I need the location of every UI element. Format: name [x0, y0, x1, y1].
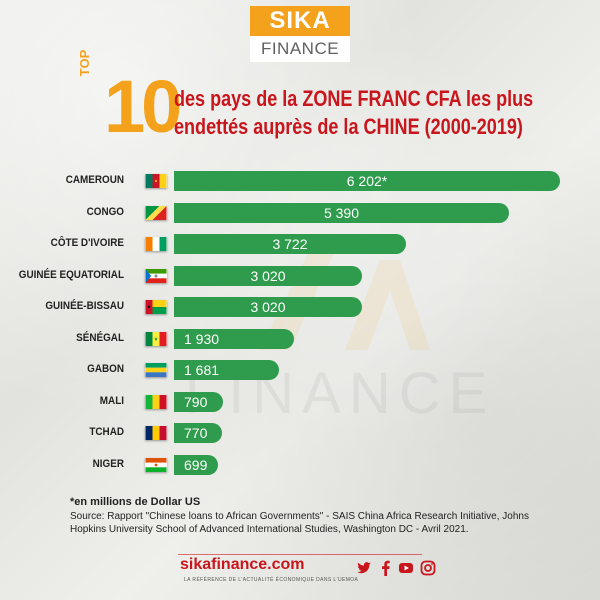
title-badge-number: 10 [104, 65, 182, 148]
category-label: CÔTE D'IVOIRE [50, 237, 124, 249]
chad-flag [145, 426, 167, 440]
title-line2: endettés auprès de la CHINE (2000-2019) [174, 114, 523, 139]
category-label: SÉNÉGAL [76, 331, 124, 344]
bar-value-label: 3 020 [250, 299, 286, 315]
senegal-flag [145, 331, 167, 346]
category-label: GABON [87, 363, 124, 375]
congo-flag [145, 205, 167, 220]
bar [174, 328, 294, 349]
equatorial-guinea-flag [145, 268, 167, 283]
bar [174, 360, 279, 380]
bar [174, 234, 406, 254]
bar-value-label: 1 681 [184, 362, 220, 378]
bar-value-label: 3 020 [250, 267, 286, 284]
bar-value-label: 699 [184, 456, 208, 473]
guinea-bissau-flag [145, 300, 167, 314]
bar [174, 454, 218, 475]
category-label: MALI [99, 394, 124, 407]
bar-value-label: 770 [184, 425, 208, 441]
bar [174, 171, 560, 191]
sika-finance-logo: SIKA FINANCE [250, 6, 350, 64]
title-line1: des pays de la ZONE FRANC CFA les plus [174, 86, 534, 111]
gabon-flag [145, 363, 167, 377]
category-label: GUINÉE-BISSAU [45, 300, 124, 312]
cote-divoire-flag [145, 237, 167, 251]
units-footnote: *en millions de Dollar US [70, 496, 201, 508]
twitter-icon[interactable] [356, 560, 372, 576]
footer-tagline: LA RÉFÉRENCE DE L'ACTUALITÉ ÉCONOMIQUE D… [184, 577, 359, 583]
cameroon-flag [145, 174, 167, 188]
bar-value-label: 5 390 [323, 204, 360, 221]
category-label: GUINÉE EQUATORIAL [18, 268, 124, 281]
mali-flag [145, 394, 167, 409]
source-note: Source: Rapport "Chinese loans to Africa… [70, 511, 529, 535]
bar [174, 265, 362, 286]
facebook-icon[interactable] [378, 560, 394, 576]
bar [174, 423, 222, 443]
category-label: TCHAD [89, 426, 124, 438]
instagram-icon[interactable] [420, 560, 436, 576]
bar [174, 391, 223, 412]
bar-value-label: 6 202* [346, 173, 388, 189]
website-link[interactable]: sikafinance.com [180, 556, 305, 573]
bar-value-label: 1 930 [184, 330, 220, 347]
niger-flag [145, 457, 167, 472]
category-label: NIGER [92, 457, 124, 470]
bar-value-label: 790 [184, 393, 208, 410]
logo-line2: FINANCE [250, 36, 350, 62]
logo-line1: SIKA [250, 6, 350, 36]
category-label: CAMEROUN [65, 174, 124, 186]
bar-value-label: 3 722 [272, 236, 308, 252]
category-label: CONGO [86, 205, 124, 218]
footer-divider [178, 554, 422, 555]
bar [174, 297, 362, 317]
youtube-icon[interactable] [398, 560, 414, 576]
bar [174, 202, 509, 223]
